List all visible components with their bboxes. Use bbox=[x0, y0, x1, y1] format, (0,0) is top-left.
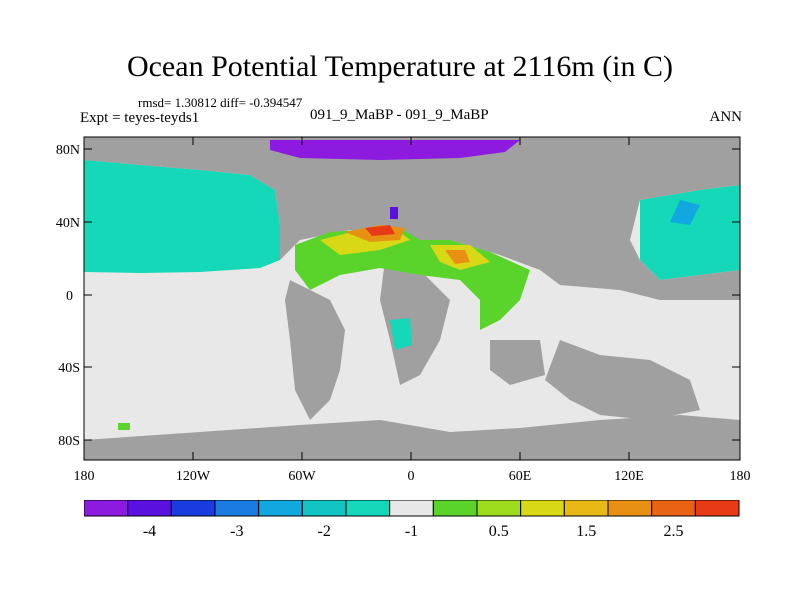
stats-text: rmsd= 1.30812 diff= -0.394547 bbox=[138, 95, 303, 110]
colorbar-swatch bbox=[651, 500, 696, 517]
tethys-red-patch bbox=[365, 225, 395, 236]
lon-label-0: 0 bbox=[408, 469, 415, 484]
colorbar-swatch bbox=[84, 500, 129, 517]
colorbar-swatch bbox=[301, 500, 347, 517]
colorbar-swatch bbox=[520, 500, 565, 517]
northern-landmass bbox=[84, 137, 740, 300]
colorbar-labels: -4 -3 -2 -1 0.5 1.5 2.5 bbox=[143, 523, 684, 540]
lon-label-60e: 60E bbox=[509, 469, 532, 484]
australia-landmass bbox=[545, 340, 700, 420]
colorbar-swatch bbox=[476, 500, 522, 517]
southern-green-patch bbox=[118, 423, 130, 430]
lat-label-80s: 80S bbox=[58, 434, 80, 449]
small-purple-patch bbox=[390, 207, 398, 219]
india-landmass bbox=[490, 340, 545, 385]
axis-ticks bbox=[84, 137, 740, 460]
colorbar-label: -4 bbox=[143, 523, 156, 540]
colorbar-boxes bbox=[84, 500, 740, 517]
tethys-east-orange bbox=[445, 250, 470, 264]
colorbar-swatch bbox=[694, 500, 740, 517]
case-label: 091_9_MaBP - 091_9_MaBP bbox=[310, 107, 489, 123]
colorbar-swatch bbox=[389, 500, 434, 517]
colorbar-swatch bbox=[607, 500, 653, 517]
south-america-landmass bbox=[285, 280, 345, 420]
colorbar-swatch bbox=[214, 500, 260, 517]
north-atlantic-anomaly bbox=[640, 185, 740, 280]
colorbar-swatch bbox=[432, 500, 478, 517]
lon-label-180w: 180 bbox=[74, 469, 95, 484]
lat-label-40s: 40S bbox=[58, 361, 80, 376]
season-label: ANN bbox=[709, 109, 743, 125]
africa-landmass bbox=[380, 260, 450, 385]
lon-label-120w: 120W bbox=[176, 469, 211, 484]
south-atlantic-cyan bbox=[390, 318, 412, 350]
north-atlantic-blue-patch bbox=[670, 200, 700, 225]
colorbar-label: -2 bbox=[318, 523, 331, 540]
colorbar-label: -1 bbox=[405, 523, 418, 540]
lon-label-60w: 60W bbox=[288, 469, 316, 484]
lon-label-180e: 180 bbox=[730, 469, 751, 484]
north-pacific-anomaly bbox=[84, 160, 280, 273]
colorbar-swatch bbox=[258, 500, 303, 517]
colorbar-swatch bbox=[345, 500, 391, 517]
lat-label-0: 0 bbox=[66, 289, 73, 304]
colorbar-swatch bbox=[170, 500, 216, 517]
map-frame bbox=[83, 136, 741, 461]
colorbar-label: 2.5 bbox=[664, 523, 684, 540]
colorbar-label: 0.5 bbox=[489, 523, 509, 540]
colorbar: -4 -3 -2 -1 0.5 1.5 2.5 bbox=[84, 500, 740, 540]
colorbar-label: 1.5 bbox=[576, 523, 596, 540]
colorbar-label: -3 bbox=[230, 523, 243, 540]
lat-label-40n: 40N bbox=[56, 216, 80, 231]
colorbar-swatch bbox=[127, 500, 172, 517]
plot-title: Ocean Potential Temperature at 2116m (in… bbox=[126, 50, 674, 83]
lon-label-120e: 120E bbox=[614, 469, 644, 484]
antarctica-landmass bbox=[84, 415, 740, 460]
experiment-label: Expt = teyes-teyds1 bbox=[80, 110, 200, 126]
colorbar-swatch bbox=[563, 500, 609, 517]
lat-label-80n: 80N bbox=[56, 143, 80, 158]
